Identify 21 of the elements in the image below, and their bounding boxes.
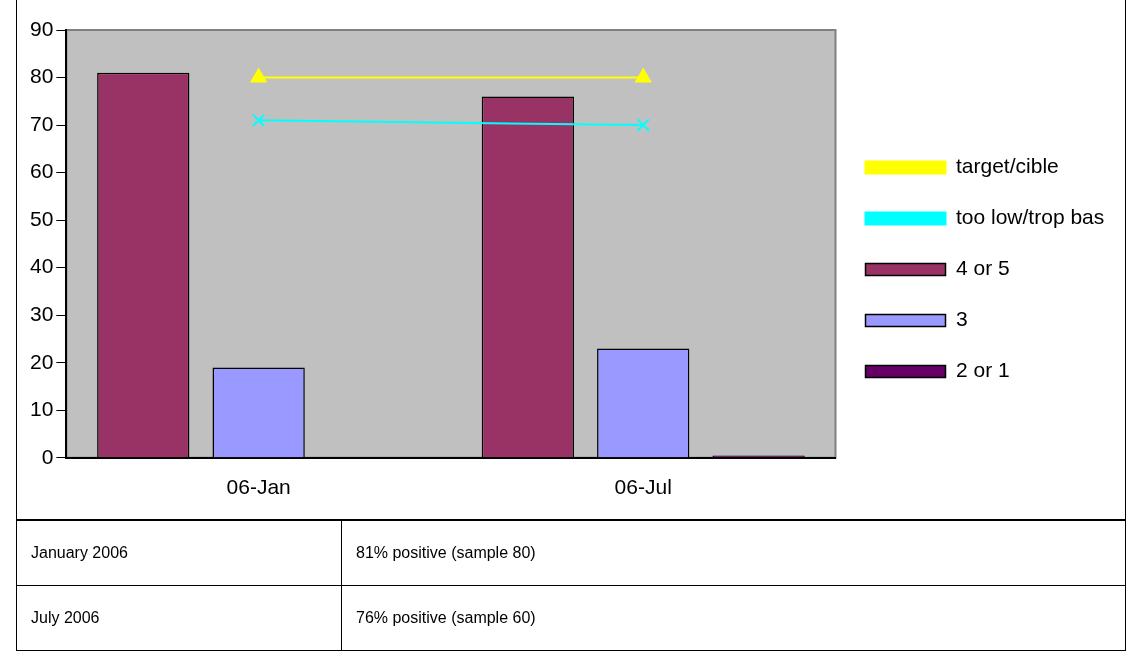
y-tick-label: 30 [30,302,54,325]
y-tick-label: 60 [30,159,54,183]
text: 81% positive (sample 80) [341,520,1126,586]
x-tick-label: 06-Jul [614,475,672,499]
text: January 2006 [16,520,342,586]
legend-label: 3 [956,307,968,331]
y-tick-label: 80 [30,64,54,88]
legend-label: too low/trop bas [956,205,1105,229]
y-tick-label: 10 [30,397,54,421]
x-tick-label: 06-Jan [226,475,291,499]
legend-label: 4 or 5 [956,256,1010,280]
y-tick-label: 40 [30,254,54,278]
y-tick-label: 0 [41,444,54,468]
legend-label: 2 or 1 [956,358,1010,382]
y-tick-label: 90 [30,16,54,40]
text: July 2006 [16,585,342,651]
y-tick-label: 50 [30,206,54,230]
text: 76% positive (sample 60) [341,585,1126,651]
y-tick-label: 20 [30,349,54,373]
y-tick-label: 70 [30,111,54,135]
legend-label: target/cible [956,154,1059,178]
